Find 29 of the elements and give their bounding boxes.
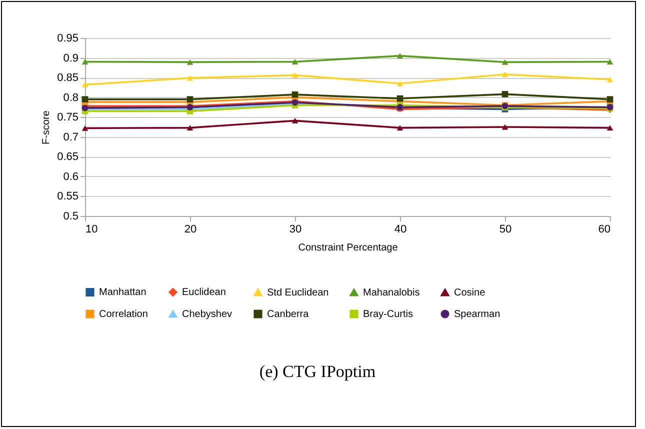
- legend-label: Std Euclidean: [267, 287, 329, 298]
- x-tick-label: 20: [184, 224, 197, 236]
- y-tick-label: 0.95: [57, 32, 78, 44]
- legend-label: Spearman: [454, 309, 500, 320]
- legend-label: Bray-Curtis: [363, 309, 414, 320]
- x-tick-label: 10: [86, 224, 98, 236]
- y-tick-label: 0.7: [63, 131, 78, 144]
- x-tick-label: 50: [499, 224, 512, 236]
- legend-label: Manhattan: [99, 287, 146, 298]
- legend-label: Euclidean: [182, 287, 226, 298]
- legend-label: Cosine: [454, 287, 486, 298]
- x-tick-label: 30: [289, 224, 302, 236]
- legend-label: Mahanalobis: [363, 287, 420, 298]
- y-axis-title: F-score: [41, 110, 52, 144]
- y-tick-label: 0.9: [63, 52, 78, 64]
- legend-label: Canberra: [267, 309, 310, 320]
- y-tick-label: 0.65: [57, 151, 78, 164]
- x-tick-label: 60: [598, 224, 610, 236]
- y-tick-label: 0.6: [63, 170, 78, 183]
- y-tick-label: 0.55: [57, 190, 78, 203]
- x-axis-title: Constraint Percentage: [298, 242, 398, 254]
- legend-label: Correlation: [99, 309, 148, 320]
- text: (e) CTG IPoptim: [258, 362, 377, 382]
- y-tick-label: 0.8: [63, 92, 78, 104]
- y-tick-label: 0.75: [57, 112, 78, 124]
- y-tick-label: 0.5: [63, 210, 78, 222]
- y-tick-label: 0.85: [57, 72, 78, 84]
- x-tick-label: 40: [394, 224, 407, 236]
- legend-label: Chebyshev: [182, 309, 232, 320]
